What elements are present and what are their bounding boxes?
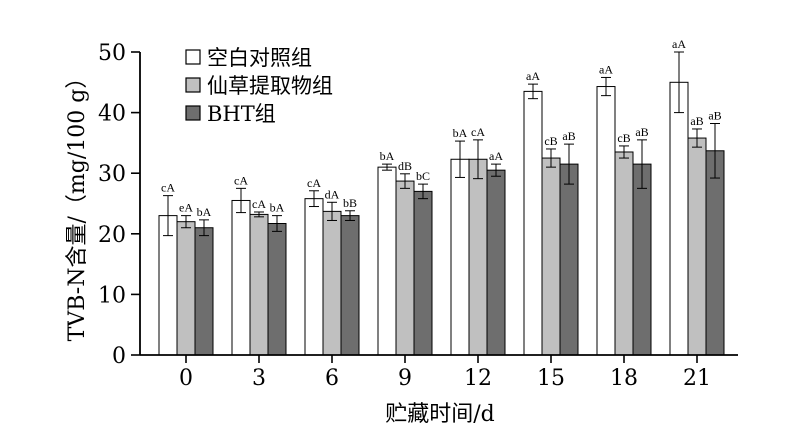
legend-swatch [185, 77, 201, 93]
x-tick-label: 0 [179, 366, 193, 391]
y-tick-label: 30 [98, 162, 126, 187]
bar [322, 210, 342, 356]
significance-label: bA [453, 126, 468, 140]
y-axis-title: TVB-N含量/（mg/100 g） [65, 67, 90, 342]
bar [340, 215, 360, 356]
x-tick-label: 21 [683, 366, 711, 391]
x-tick-label: 6 [325, 366, 339, 391]
bar [176, 221, 196, 356]
significance-label: bB [343, 196, 357, 210]
bar [486, 169, 506, 356]
bar [267, 222, 287, 356]
bar [669, 81, 689, 356]
bar [614, 151, 634, 356]
bar [231, 199, 251, 356]
bar [687, 137, 707, 356]
bar [395, 180, 415, 356]
bar [377, 166, 397, 356]
significance-label: bA [197, 205, 212, 219]
significance-label: bA [270, 201, 285, 215]
significance-label: bA [380, 149, 395, 163]
significance-label: cA [161, 181, 175, 195]
y-tick-label: 0 [112, 344, 126, 369]
bar [249, 213, 269, 356]
legend-swatch [185, 105, 201, 121]
axes-layer [139, 52, 738, 356]
significance-label: aA [526, 69, 540, 83]
significance-label: eA [179, 201, 193, 215]
x-tick-label: 3 [252, 366, 266, 391]
legend-label: BHT组 [207, 102, 276, 126]
significance-label: cA [234, 173, 248, 187]
legend-label: 仙草提取物组 [207, 74, 333, 98]
x-tick-label: 12 [464, 366, 492, 391]
x-tick-label: 18 [610, 366, 638, 391]
bar [523, 90, 543, 356]
significance-label: cB [544, 134, 557, 148]
y-tick-label: 10 [98, 283, 126, 308]
bar [194, 227, 214, 356]
significance-label: aB [708, 109, 721, 123]
significance-label: bC [416, 169, 430, 183]
bar [705, 150, 725, 356]
bar [450, 158, 470, 356]
bar [304, 198, 324, 356]
bar [596, 86, 616, 356]
significance-label: aA [489, 149, 503, 163]
y-tick-label: 40 [98, 102, 126, 127]
x-tick-label: 9 [398, 366, 412, 391]
x-ticks: 0 3 6 9 12 15 18 21 [179, 355, 711, 391]
y-tick-label: 20 [98, 223, 126, 248]
x-tick-label: 15 [537, 366, 565, 391]
bar [158, 215, 178, 356]
significance-label: aA [599, 62, 613, 76]
significance-label: cA [307, 176, 321, 190]
bar [632, 163, 652, 356]
y-tick-label: 50 [98, 41, 126, 66]
legend-label: 空白对照组 [207, 46, 312, 70]
legend-swatch [185, 49, 201, 65]
significance-label: aA [672, 37, 686, 51]
significance-label: aB [562, 129, 575, 143]
significance-label: cA [471, 125, 485, 139]
significance-label: cA [252, 197, 266, 211]
y-ticks: 0 10 20 30 40 50 [98, 41, 140, 369]
significance-label: dA [325, 187, 340, 201]
bar [413, 190, 433, 356]
bar [468, 158, 488, 356]
significance-label: cB [617, 131, 630, 145]
significance-label: aB [690, 114, 703, 128]
significance-label: aB [635, 125, 648, 139]
bar [559, 163, 579, 356]
x-axis-title: 贮藏时间/d [385, 402, 495, 427]
bar [541, 157, 561, 356]
significance-label: dB [398, 159, 412, 173]
